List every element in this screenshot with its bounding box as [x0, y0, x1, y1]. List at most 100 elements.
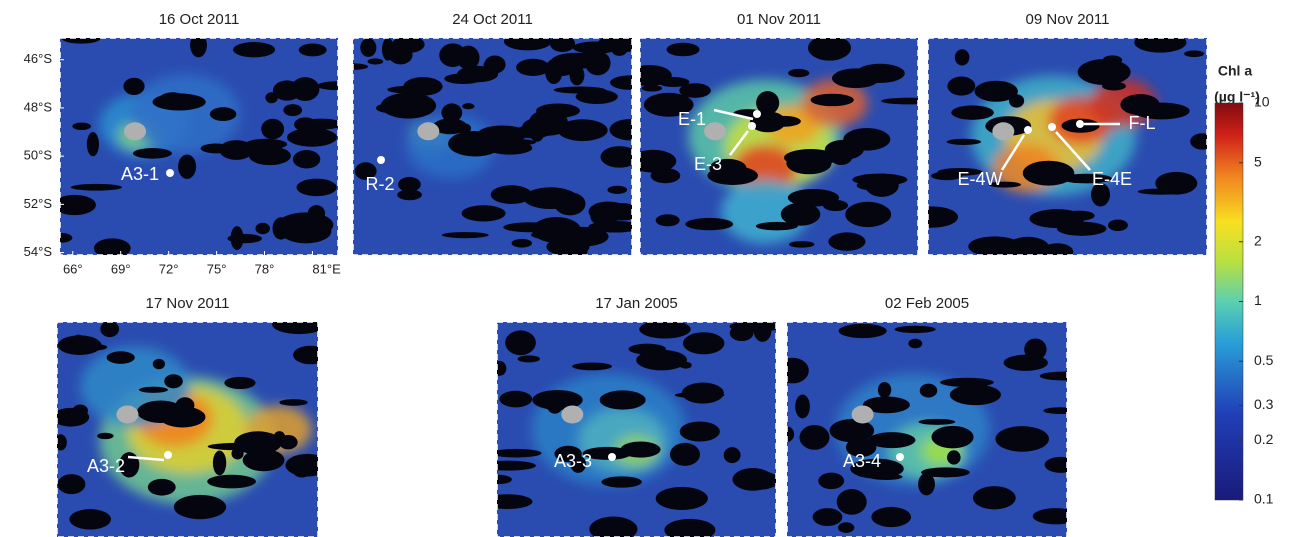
- cloud-gap: [439, 43, 466, 67]
- lon-tick-label: 72°: [159, 261, 179, 276]
- map-image: [48, 33, 357, 258]
- cloud-gap: [403, 77, 442, 96]
- cloud-gap: [231, 226, 244, 250]
- cloud-gap: [601, 476, 642, 487]
- cloud-gap: [639, 320, 690, 338]
- cloud-gap: [285, 454, 329, 477]
- colorbar-tick-label: 0.2: [1254, 431, 1274, 447]
- lon-tick-label: 78°: [255, 261, 275, 276]
- cloud-gap: [1045, 457, 1077, 473]
- cloud-gap: [777, 358, 809, 384]
- cloud-gap: [234, 431, 282, 454]
- cloud-gap: [950, 385, 1001, 406]
- station-dot: [896, 453, 904, 461]
- cloud-gap: [159, 92, 187, 106]
- colorbar-tick-label: 0.5: [1254, 352, 1274, 368]
- cloud-gap: [546, 238, 589, 256]
- map-image: [481, 319, 782, 537]
- cloud-gap: [255, 223, 270, 234]
- cloud-gap: [283, 104, 302, 116]
- map-image: [339, 33, 652, 262]
- cloud-gap: [72, 122, 91, 130]
- cloud-gap: [756, 222, 798, 230]
- cloud-gap: [1043, 407, 1077, 414]
- figure: Chl a (µg l⁻¹) 16 Oct 2011A3-124 Oct 201…: [0, 0, 1297, 537]
- lon-tick-label: 81°E: [312, 261, 341, 276]
- cloud-gap: [491, 449, 541, 458]
- colorbar-title: Chl a: [1218, 63, 1252, 79]
- cloud-gap: [530, 193, 568, 201]
- cloud-gap: [261, 119, 284, 140]
- map-image: [627, 35, 937, 255]
- cloud-gap: [398, 177, 421, 192]
- cloud-gap: [636, 350, 687, 371]
- cloud-gap: [87, 132, 99, 156]
- cloud-gap: [838, 522, 854, 533]
- cloud-gap: [107, 351, 135, 364]
- cloud-gap: [213, 451, 226, 476]
- station-dot: [1024, 126, 1032, 134]
- cloud-gap: [499, 391, 532, 408]
- cloud-gap: [1023, 161, 1075, 186]
- cloud-gap: [570, 65, 585, 86]
- cloud-gap: [679, 83, 711, 98]
- map-panel: 02 Feb 2005A3-4: [777, 295, 1090, 537]
- cloud-gap: [685, 218, 733, 230]
- cloud-gap: [176, 397, 195, 413]
- cloud-gap: [607, 186, 627, 194]
- cloud-gap: [642, 85, 663, 91]
- cloud-gap: [207, 475, 256, 489]
- station-dot: [748, 122, 756, 130]
- cloud-gap: [852, 174, 907, 186]
- cloud-gap: [291, 77, 319, 101]
- cloud-gap: [920, 384, 937, 398]
- station-dot: [166, 169, 174, 177]
- station-dot: [164, 451, 172, 459]
- cloud-gap: [123, 78, 144, 95]
- map-panel: 01 Nov 2011E-1E-3: [627, 11, 937, 255]
- panel-title: 01 Nov 2011: [737, 11, 821, 28]
- cloud-gap: [1064, 211, 1095, 221]
- colorbar-tick-label: 2: [1254, 232, 1262, 248]
- cloud-gap: [789, 241, 814, 248]
- cloud-gap: [1057, 222, 1107, 236]
- cloud-gap: [233, 42, 275, 57]
- cloud-gap: [670, 443, 700, 466]
- cloud-gap: [554, 86, 606, 93]
- cloud-gap: [572, 362, 612, 370]
- cloud-gap: [947, 450, 961, 464]
- station-label: R-2: [365, 174, 394, 194]
- cloud-gap: [482, 494, 532, 509]
- cloud-gap: [444, 73, 482, 84]
- cloud-gap: [100, 321, 119, 337]
- cloud-gap: [97, 433, 113, 439]
- lon-tick-label: 66°: [63, 261, 83, 276]
- station-label: A3-1: [121, 164, 159, 184]
- cloud-gap: [148, 479, 176, 496]
- cloud-gap: [730, 325, 754, 341]
- cloud-gap: [795, 395, 810, 419]
- cloud-gap: [825, 140, 864, 160]
- station-label: A3-3: [554, 451, 592, 471]
- cloud-gap: [296, 179, 336, 197]
- cloud-gap: [588, 221, 642, 233]
- station-label: E-4E: [1092, 169, 1132, 189]
- cloud-gap: [462, 205, 506, 221]
- station-dot: [753, 110, 761, 118]
- cloud-gap: [955, 49, 970, 65]
- station-dot: [1048, 123, 1056, 131]
- lat-tick-label: 46°S: [24, 51, 53, 66]
- cloud-gap: [72, 335, 85, 353]
- cloud-gap: [947, 139, 981, 145]
- cloud-gap: [153, 359, 165, 369]
- cloud-gap: [462, 103, 474, 109]
- cloud-gap: [1103, 55, 1123, 65]
- cloud-gap: [1155, 172, 1197, 195]
- cloud-gap: [279, 399, 307, 406]
- cloud-gap: [878, 382, 891, 398]
- cloud-gap: [683, 332, 725, 354]
- island: [852, 405, 874, 423]
- colorbar-tick-label: 10: [1254, 94, 1270, 110]
- lat-tick-label: 50°S: [24, 148, 53, 163]
